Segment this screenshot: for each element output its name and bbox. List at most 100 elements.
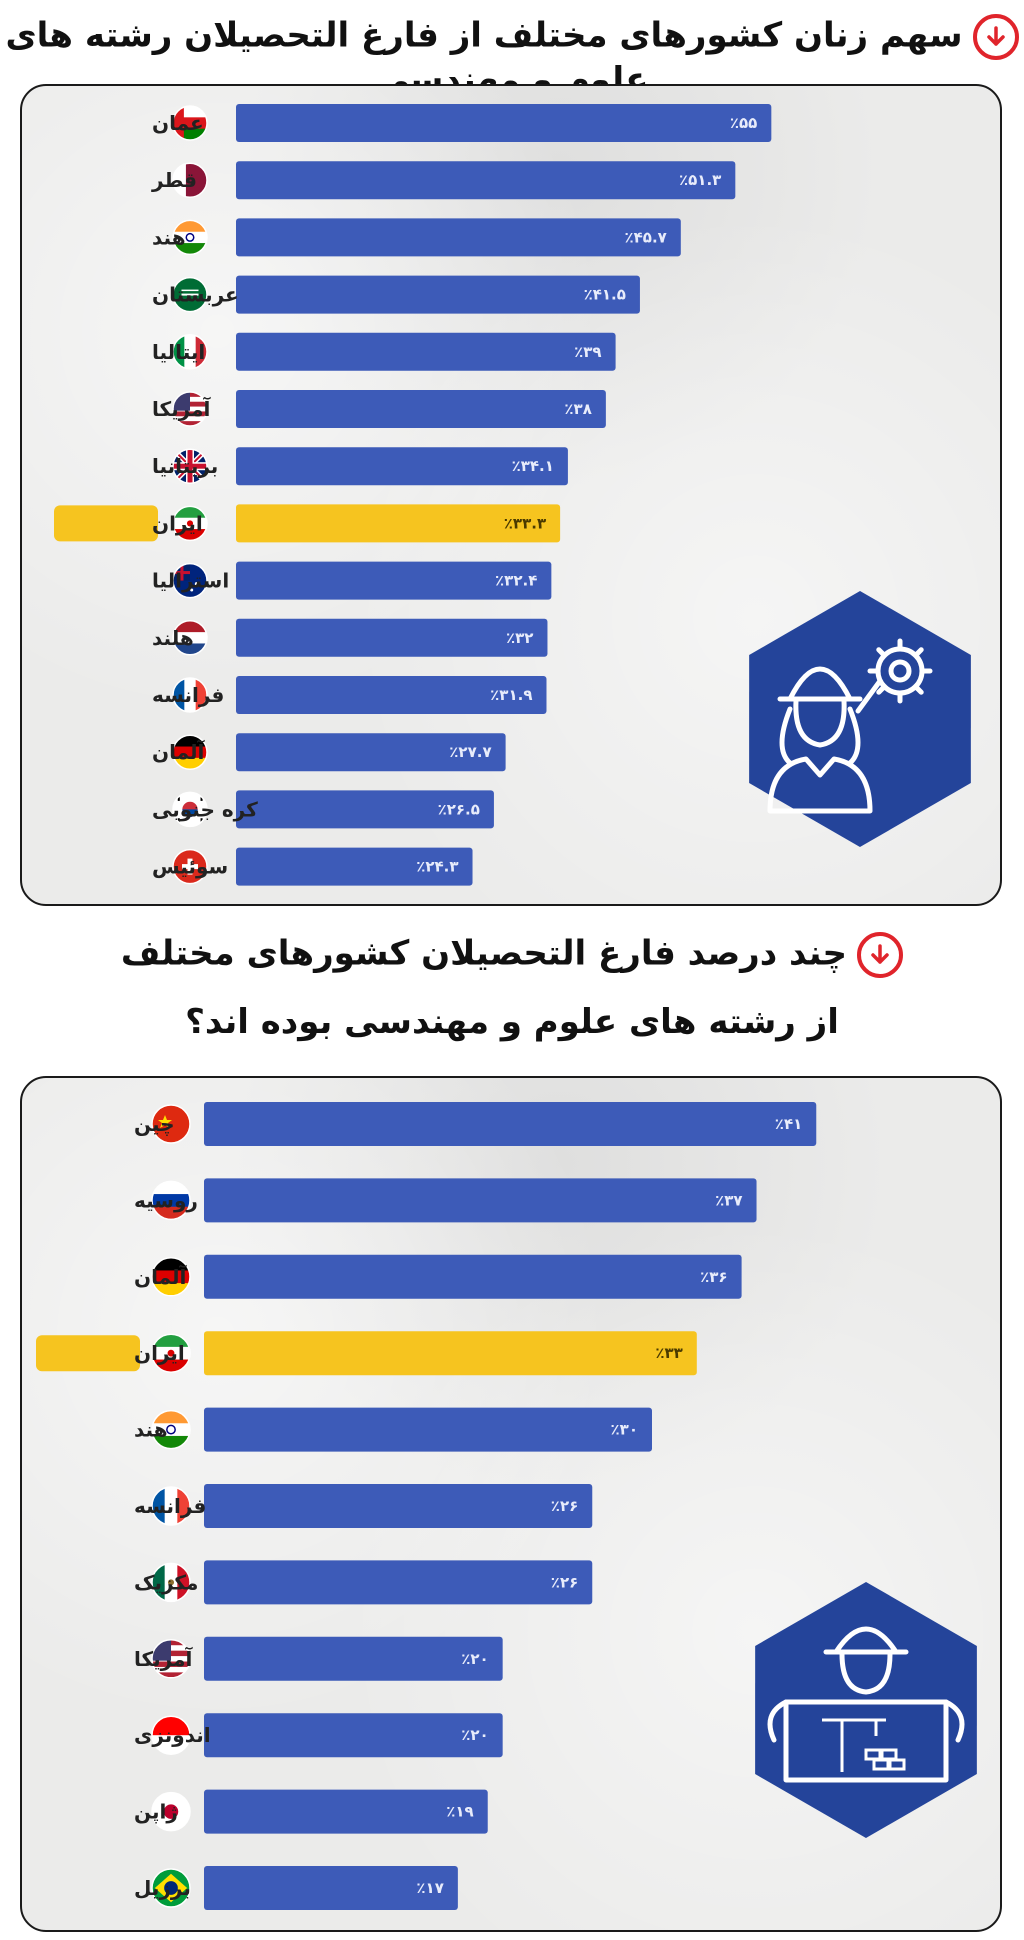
chart2-value-label: ٪۳۰ <box>611 1421 638 1439</box>
indonesia-flag-icon <box>151 1715 191 1755</box>
chart1-row: ٪۴۵.۷ هند <box>152 218 681 257</box>
chart2-bar <box>204 1407 652 1452</box>
chart2-category-label: برزیل <box>134 1876 191 1900</box>
chart1-category-label: سوئیس <box>152 855 228 879</box>
chart1-row: ٪۴۱.۵ عربستان <box>152 275 640 314</box>
chart2-category-label: ایران <box>134 1341 185 1365</box>
chart2-category-label: اندونزی <box>134 1723 211 1747</box>
saudi-flag-icon <box>172 276 208 313</box>
chart1-row: ٪۳۹ ایتالیا <box>152 332 616 371</box>
chart1-bar <box>236 618 548 657</box>
chart1-category-label: قطر <box>151 168 197 192</box>
chart1-value-label: ٪۵۱.۳ <box>679 171 721 189</box>
chart2-value-label: ٪۳۷ <box>715 1191 742 1209</box>
chart2-title-line1-row: چند درصد فارغ التحصیلان کشورهای مختلف <box>0 932 1024 978</box>
chart1-value-label: ٪۳۲ <box>506 629 533 647</box>
chart2-bar <box>204 1636 503 1681</box>
chart2-row: ٪۳۳ ایران <box>36 1331 697 1376</box>
chart2-highlight-box <box>36 1335 140 1372</box>
france-flag-icon <box>172 677 208 713</box>
chart1-bar <box>236 790 494 829</box>
chart1-row: ٪۳۲.۴ استرالیا <box>152 561 552 600</box>
chart2-category-label: مکزیک <box>134 1570 198 1594</box>
chart2-row: ٪۲۰ اندونزی <box>134 1713 503 1758</box>
japan-flag-icon <box>151 1791 191 1832</box>
mexico-flag-icon <box>151 1562 191 1603</box>
chart2-value-label: ٪۲۰ <box>461 1726 488 1744</box>
chart1-value-label: ٪۲۶.۵ <box>438 800 480 818</box>
chart1-bar <box>236 561 552 600</box>
oman-flag-icon <box>172 105 208 141</box>
chart1-category-label: هند <box>152 225 186 249</box>
chart1-category-label: آمریکا <box>152 396 211 421</box>
chart2-bar <box>204 1484 593 1528</box>
chart1-bar <box>236 733 506 772</box>
chart1-bar <box>236 161 736 200</box>
chart2-category-label: آلمان <box>134 1264 187 1289</box>
chart1-row: ٪۲۷.۷ آلمان <box>152 733 506 772</box>
chart1-row: ٪۲۶.۵ کره جنوبی <box>152 790 494 829</box>
chart1-bar <box>236 504 561 543</box>
chart2-value-label: ٪۲۶ <box>551 1573 578 1591</box>
chart2-value-label: ٪۳۳ <box>655 1344 682 1362</box>
chart1-bar <box>236 847 473 886</box>
chart1-value-label: ٪۳۱.۹ <box>490 686 532 704</box>
female-engineer-gear-wrench-icon <box>749 590 971 848</box>
chart1-row: ٪۳۲ هلند <box>152 618 548 657</box>
china-flag-icon <box>151 1104 191 1144</box>
chart1-category-label: فرانسه <box>152 683 224 707</box>
chart2-value-label: ٪۱۷ <box>416 1879 443 1897</box>
chart1-category-label: ایران <box>152 511 203 535</box>
chart2-bar <box>204 1254 742 1299</box>
chart1-row: ٪۲۴.۳ سوئیس <box>152 847 473 886</box>
chart2-bar <box>204 1789 488 1834</box>
iran-flag-icon <box>172 505 208 542</box>
switzerland-flag-icon <box>172 848 208 885</box>
australia-flag-icon <box>172 562 208 599</box>
down-arrow-icon <box>857 932 904 978</box>
chart2-row: ٪۲۶ فرانسه <box>134 1484 593 1528</box>
chart2-category-label: هند <box>134 1418 168 1442</box>
chart1-value-label: ٪۳۴.۱ <box>512 457 554 475</box>
chart1-category-label: بریتانیا <box>152 454 218 478</box>
brazil-flag-icon <box>151 1868 191 1908</box>
chart1-value-label: ٪۳۲.۴ <box>495 572 537 590</box>
germany-flag-icon <box>151 1257 191 1297</box>
chart2-category-label: ژاپن <box>134 1800 178 1825</box>
engineer-blueprint-construction-icon <box>755 1581 977 1839</box>
italy-flag-icon <box>172 334 208 370</box>
chart1-bar <box>236 218 681 257</box>
chart2-row: ٪۴۱ چین <box>134 1102 817 1146</box>
qatar-flag-icon <box>172 162 208 198</box>
russia-flag-icon <box>151 1180 191 1221</box>
uk-flag-icon <box>172 448 208 484</box>
chart1-value-label: ٪۵۵ <box>730 114 757 132</box>
chart1-value-label: ٪۲۷.۷ <box>449 743 491 761</box>
chart2-panel: ٪۴۱ چین ٪۳۷ روسیه ٪۳۶ آلمان ٪۳۳ ایران ٪۳۰ هند ٪۲۶ ف… <box>20 1076 1002 1932</box>
chart1-category-label: ایتالیا <box>152 340 205 364</box>
chart1-value-label: ٪۴۵.۷ <box>624 228 666 246</box>
chart2-value-label: ٪۳۶ <box>700 1268 727 1286</box>
chart1-bar <box>236 332 616 371</box>
germany-flag-icon <box>172 734 208 770</box>
chart1-bar <box>236 275 640 314</box>
chart2-bar <box>204 1331 697 1376</box>
chart2-bar <box>204 1560 593 1605</box>
india-flag-icon <box>151 1409 191 1450</box>
chart2-row: ٪۳۰ هند <box>134 1407 652 1452</box>
chart2-bar <box>204 1102 817 1146</box>
chart1-bar <box>236 676 547 714</box>
chart1-value-label: ٪۳۸ <box>564 400 591 418</box>
chart1-row: ٪۳۳.۳ ایران <box>54 504 561 543</box>
chart2-category-label: چین <box>134 1112 175 1137</box>
chart1-value-label: ٪۳۹ <box>574 343 601 361</box>
chart2-title-line1: چند درصد فارغ التحصیلان کشورهای مختلف <box>120 933 848 974</box>
chart2-value-label: ٪۴۱ <box>775 1115 802 1133</box>
down-arrow-icon <box>972 14 1019 60</box>
chart1-value-label: ٪۳۳.۳ <box>504 514 546 532</box>
chart2-row: ٪۱۷ برزیل <box>134 1866 458 1910</box>
chart1-category-label: آلمان <box>152 739 205 764</box>
netherlands-flag-icon <box>172 620 208 656</box>
chart2-row: ٪۲۰ آمریکا <box>134 1636 503 1681</box>
france-flag-icon <box>151 1486 191 1526</box>
